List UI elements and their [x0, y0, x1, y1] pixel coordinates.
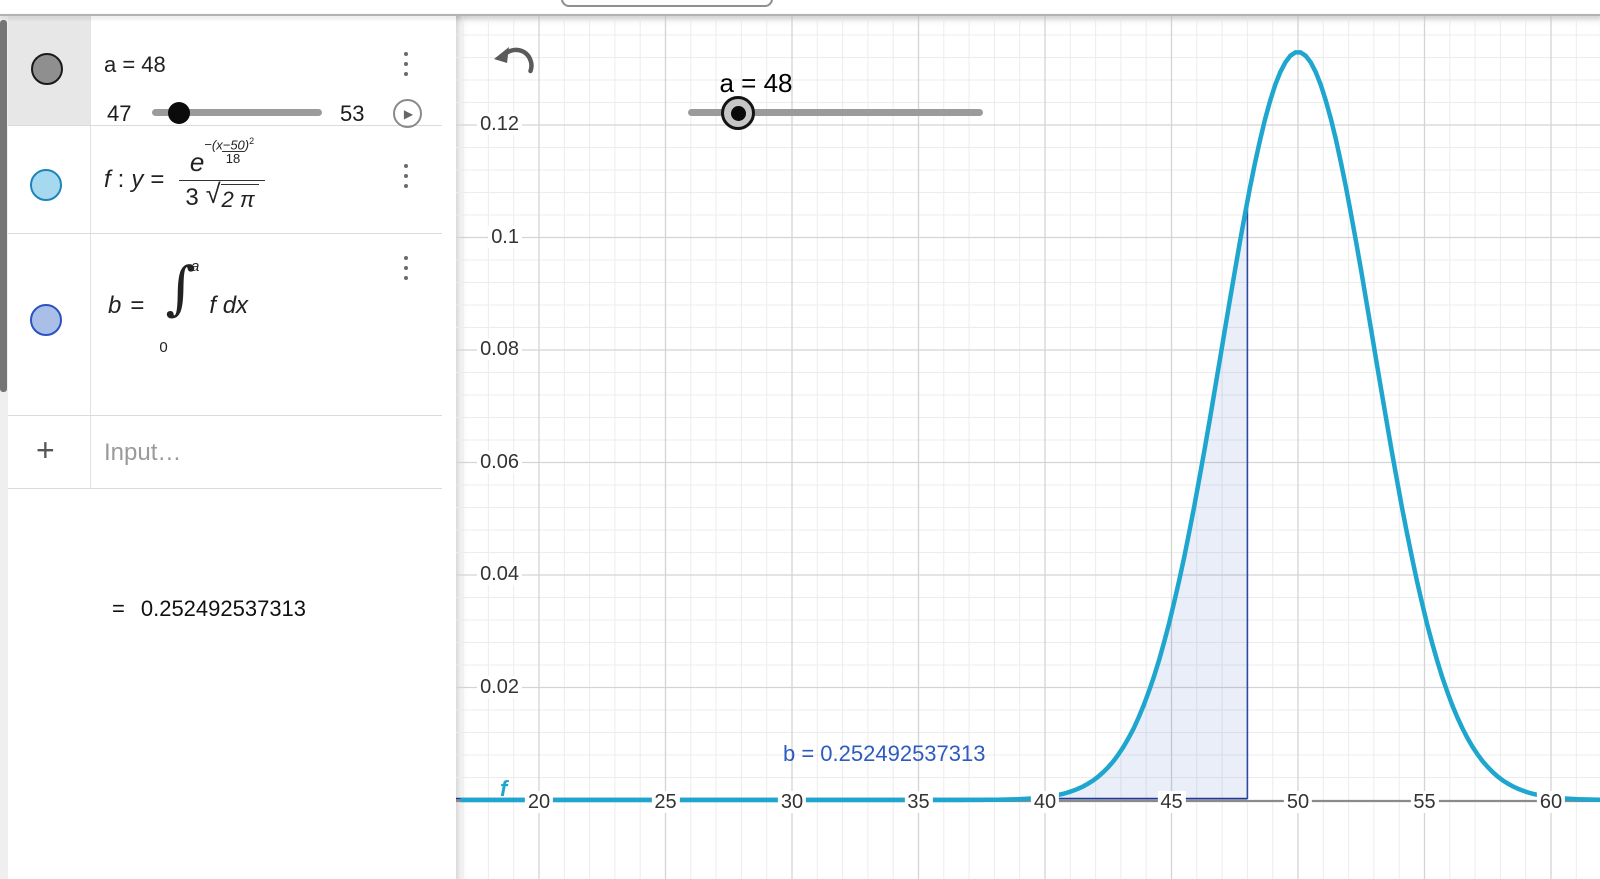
knob-dot: [730, 105, 746, 121]
marble-cell: [8, 126, 91, 233]
y-axis-tick-label: 0.12: [456, 113, 522, 136]
x-axis-tick-label: 40: [1030, 791, 1060, 814]
visibility-marble-a[interactable]: [31, 53, 63, 85]
animate-play-button[interactable]: ▶: [393, 99, 422, 128]
visibility-marble-f[interactable]: [30, 169, 62, 201]
algebra-row-integral-b[interactable]: b = a ∫ 0 f dx = 0.252492537313: [8, 234, 442, 621]
x-axis-tick-label: 20: [524, 791, 554, 814]
y-axis-tick-label: 0.04: [456, 563, 522, 586]
slider-max-label: 53: [340, 101, 365, 126]
algebra-input-placeholder[interactable]: Input…: [104, 439, 182, 466]
slider-a-value-label: a = 48: [104, 52, 166, 77]
y-axis-tick-label: 0.08: [456, 338, 522, 361]
marble-cell: +: [8, 416, 91, 488]
integral-definition: b = a ∫ 0 f dx: [108, 254, 249, 356]
slider-min-label: 47: [107, 101, 132, 126]
canvas-slider-a-knob[interactable]: [721, 96, 755, 130]
undo-icon: [494, 47, 534, 74]
x-axis-tick-label: 50: [1283, 791, 1313, 814]
add-input-plus-icon[interactable]: +: [36, 432, 55, 468]
browser-tab-bottom-edge: [561, 0, 773, 7]
algebra-row-function-f[interactable]: f : y = e − (x−50)2 18 3: [8, 126, 442, 234]
integral-value-graph-label: b = 0.252492537313: [783, 741, 986, 766]
algebra-scrollbar[interactable]: [0, 16, 8, 879]
undo-button[interactable]: [492, 42, 538, 80]
fraction: e − (x−50)2 18 3 √ 2 π: [179, 136, 265, 213]
sqrt-icon: √: [205, 178, 221, 209]
y-axis-tick-label: 0.02: [456, 675, 522, 699]
algebra-input-row[interactable]: + Input…: [8, 416, 442, 489]
row-menu-kebab-icon[interactable]: [400, 48, 412, 80]
canvas-slider-a-track[interactable]: [688, 109, 983, 116]
x-axis-tick-label: 25: [651, 791, 680, 814]
canvas-slider-a-label: a = 48: [719, 68, 793, 98]
slider-a-knob[interactable]: [168, 102, 190, 124]
function-definition: f : y = e − (x−50)2 18 3: [104, 126, 265, 233]
curve-f-label: f: [500, 776, 508, 801]
x-axis-tick-label: 55: [1410, 791, 1439, 814]
integral-region-fill: [456, 201, 1248, 800]
y-axis-tick-label: 0.06: [456, 450, 522, 474]
integral-value: = 0.252492537313: [112, 596, 307, 621]
function-curve-f[interactable]: [460, 50, 1600, 803]
algebra-row-slider-a[interactable]: a = 48 47 53 ▶: [8, 16, 442, 128]
marble-cell: [8, 234, 91, 415]
play-icon: ▶: [403, 106, 414, 121]
y-axis-tick-label: 0.1: [456, 225, 522, 249]
row-menu-kebab-icon[interactable]: [400, 160, 412, 192]
marble-cell: [8, 16, 91, 125]
graphics-view[interactable]: a = 48 b = 0.252492537313 f 20 25 30 35 40 45…: [456, 16, 1600, 879]
scrollbar-thumb[interactable]: [0, 20, 7, 392]
x-axis-tick-label: 30: [777, 791, 807, 814]
x-axis-tick-label: 35: [904, 791, 933, 814]
x-axis-tick-label: 60: [1536, 791, 1566, 814]
visibility-marble-b[interactable]: [30, 304, 62, 336]
x-axis-tick-label: 45: [1157, 791, 1186, 814]
integral-sign: a ∫ 0: [159, 254, 200, 356]
row-menu-kebab-icon[interactable]: [400, 252, 412, 284]
algebra-panel: a = 48 47 53 ▶ f : y = e − (x−50)2: [8, 16, 442, 621]
graph-canvas: [456, 16, 1600, 879]
slider-a-track[interactable]: [152, 109, 322, 116]
app-top-border: [0, 14, 1600, 16]
